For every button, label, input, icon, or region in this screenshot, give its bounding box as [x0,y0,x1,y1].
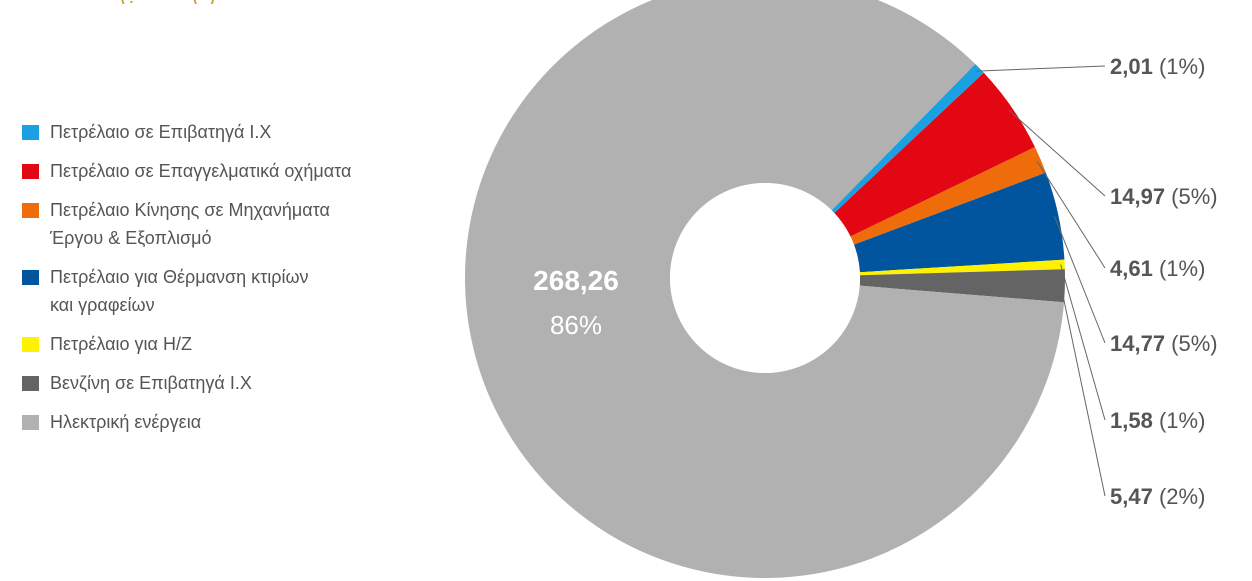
callout-value: 1,58 [1110,408,1153,433]
callout-percent: (1%) [1153,408,1206,433]
callout-label: 14,97 (5%) [1110,184,1218,209]
callout-value: 14,97 [1110,184,1165,209]
callout-label: 14,77 (5%) [1110,331,1218,356]
callout-value: 2,01 [1110,54,1153,79]
callout-value: 4,61 [1110,256,1153,281]
callout-label: 5,47 (2%) [1110,484,1205,509]
callout-percent: (1%) [1153,54,1206,79]
callout-label: 1,58 (1%) [1110,408,1205,433]
callout-label: 4,61 (1%) [1110,256,1205,281]
main-slice-percent: 86% [550,310,602,340]
callout-percent: (2%) [1153,484,1206,509]
callout-percent: (5%) [1165,184,1218,209]
callout-leader-line [977,66,1105,71]
main-slice-value: 268,26 [533,265,619,296]
callout-label: 2,01 (1%) [1110,54,1205,79]
callout-leader-line [1061,286,1105,496]
callout-value: 14,77 [1110,331,1165,356]
callout-percent: (5%) [1165,331,1218,356]
donut-hole [670,183,860,373]
callout-value: 5,47 [1110,484,1153,509]
callout-percent: (1%) [1153,256,1206,281]
